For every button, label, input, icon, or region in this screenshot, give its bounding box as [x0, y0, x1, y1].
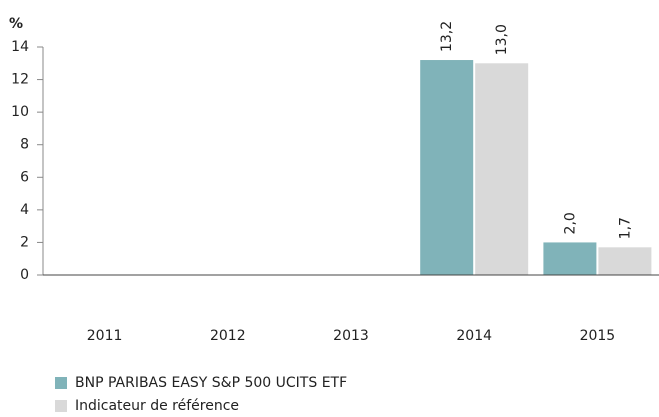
data-label: 13,0	[494, 24, 510, 55]
legend-swatch	[55, 400, 67, 412]
y-tick-label: 12	[11, 72, 29, 88]
x-tick-label: 2012	[210, 328, 246, 344]
data-label: 13,2	[439, 21, 455, 52]
bar	[475, 63, 529, 276]
bar	[543, 242, 597, 275]
y-tick-label: 8	[20, 137, 29, 153]
y-tick-label: 6	[20, 169, 29, 185]
y-tick-label: 0	[20, 267, 29, 283]
y-axis-label: %	[9, 16, 23, 32]
legend-label: BNP PARIBAS EASY S&P 500 UCITS ETF	[75, 375, 347, 391]
bar	[420, 60, 474, 276]
y-tick-label: 14	[11, 39, 29, 55]
x-tick-label: 2013	[333, 328, 369, 344]
y-tick-label: 10	[11, 104, 29, 120]
legend-swatch	[55, 377, 67, 389]
x-tick-label: 2015	[580, 328, 616, 344]
x-tick-label: 2014	[456, 328, 492, 344]
legend-label: Indicateur de référence	[75, 398, 239, 414]
bar	[598, 247, 652, 275]
y-tick-label: 2	[20, 234, 29, 250]
data-label: 2,0	[562, 212, 578, 234]
x-tick-label: 2011	[87, 328, 123, 344]
y-tick-label: 4	[20, 202, 29, 218]
data-label: 1,7	[617, 217, 633, 239]
